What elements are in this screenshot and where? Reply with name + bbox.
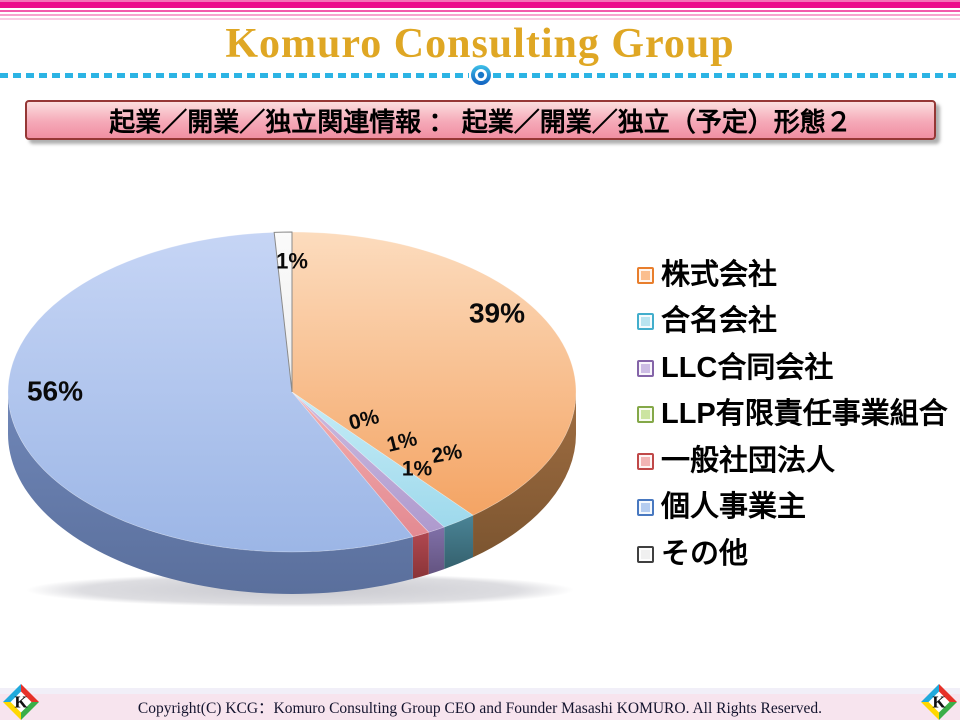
pie-slice-cyan (291, 391, 474, 528)
logo-letter: K (932, 693, 946, 712)
legend-swatch-cyan (637, 313, 654, 331)
legend-swatch-red (637, 452, 654, 470)
legend-item-cyan: 合名会社 (637, 299, 948, 346)
pie-wall-blue (8, 392, 413, 594)
pie-data-label-blue: 56% (27, 376, 83, 407)
section-banner-text: 起業／開業／独立関連情報 ： 起業／開業／独立（予定）形態２ (109, 106, 852, 137)
legend-label: 個人事業主 (661, 491, 807, 524)
logo-center-diamond (10, 691, 32, 713)
legend-swatch-orange (637, 266, 654, 284)
divider-dashed-line-left (0, 73, 469, 78)
target-icon (471, 65, 491, 85)
legend-item-orange: 株式会社 (637, 252, 948, 299)
pie-data-label-white: 1% (276, 249, 308, 274)
chart-legend: 株式会社合名会社 LLC合同会社 LLP有限責任事業組合 一般社団法人 個人事業主その他 (637, 252, 948, 578)
legend-item-purple: LLC合同会社 (637, 345, 948, 392)
legend-swatch-purple (637, 359, 654, 377)
section-banner: 起業／開業／独立関連情報 ： 起業／開業／独立（予定）形態２ (25, 100, 936, 140)
legend-swatch-white (637, 545, 654, 563)
legend-item-red: 一般社団法人 (637, 438, 948, 485)
legend-swatch-green (637, 406, 654, 424)
logo-letter: K (14, 693, 28, 712)
header-stripes (0, 0, 960, 21)
legend-label: LLC合同会社 (661, 351, 834, 384)
pie-slice-orange (291, 231, 577, 516)
legend-label: 株式会社 (661, 258, 778, 291)
divider-dashed-line-right (493, 73, 960, 78)
target-icon-center-dot (477, 71, 485, 79)
pie-slice-purple (291, 391, 445, 533)
pie-wall-red (412, 532, 429, 579)
pie-slice-white (273, 231, 293, 393)
pie-slice-red (291, 391, 430, 538)
pie-data-label-orange: 39% (469, 298, 525, 329)
footer-bar: Copyright(C) KCG：Komuro Consulting Group… (0, 694, 960, 720)
legend-label: 一般社団法人 (661, 444, 836, 477)
kcg-logo-right: K (921, 684, 957, 720)
legend-label: 合名会社 (661, 305, 778, 338)
pie-wall-orange (473, 392, 576, 558)
copyright-text: Copyright(C) KCG：Komuro Consulting Group… (137, 700, 823, 717)
footer-top-strip (0, 688, 960, 694)
logo-center-diamond (928, 691, 950, 713)
legend-swatch-blue (637, 499, 654, 517)
legend-item-green: LLP有限責任事業組合 (637, 392, 948, 439)
legend-item-white: その他 (637, 531, 948, 578)
kcg-logo-left: K (3, 684, 39, 720)
legend-label: LLP有限責任事業組合 (661, 398, 948, 431)
legend-item-blue: 個人事業主 (637, 485, 948, 532)
legend-label: その他 (661, 537, 749, 570)
pie-slice-blue (7, 231, 414, 553)
page-title: Komuro Consulting Group (225, 21, 735, 67)
pie-data-label-red: 1% (402, 458, 433, 481)
pie-wall-purple (428, 527, 445, 575)
pie-wall-cyan (444, 515, 474, 570)
pie-data-label-cyan: 2% (430, 440, 464, 468)
